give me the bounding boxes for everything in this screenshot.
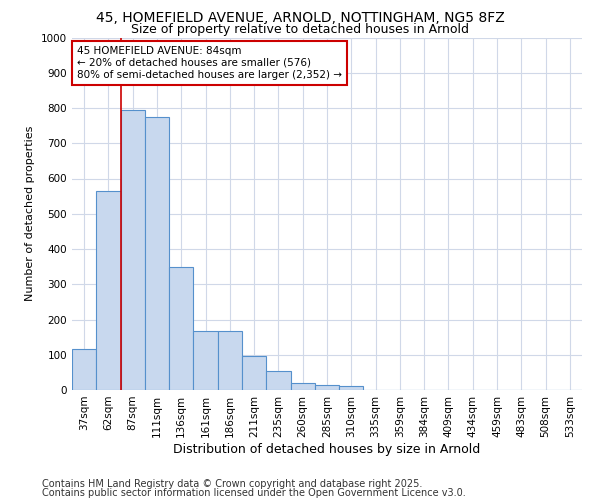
Text: 45, HOMEFIELD AVENUE, ARNOLD, NOTTINGHAM, NG5 8FZ: 45, HOMEFIELD AVENUE, ARNOLD, NOTTINGHAM… [95,11,505,25]
Bar [242,356,266,390]
X-axis label: Distribution of detached houses by size in Arnold: Distribution of detached houses by size … [173,442,481,456]
Bar [169,266,193,390]
Bar [290,383,315,390]
Text: Contains public sector information licensed under the Open Government Licence v3: Contains public sector information licen… [42,488,466,498]
Bar [266,370,290,390]
Text: Size of property relative to detached houses in Arnold: Size of property relative to detached ho… [131,22,469,36]
Text: Contains HM Land Registry data © Crown copyright and database right 2025.: Contains HM Land Registry data © Crown c… [42,479,422,489]
Bar [96,191,121,390]
Bar [339,386,364,390]
Bar [193,331,218,390]
Bar [315,384,339,390]
Text: 45 HOMEFIELD AVENUE: 84sqm
← 20% of detached houses are smaller (576)
80% of sem: 45 HOMEFIELD AVENUE: 84sqm ← 20% of deta… [77,46,342,80]
Bar [72,350,96,390]
Bar [121,110,145,390]
Bar [218,331,242,390]
Bar [145,117,169,390]
Y-axis label: Number of detached properties: Number of detached properties [25,126,35,302]
